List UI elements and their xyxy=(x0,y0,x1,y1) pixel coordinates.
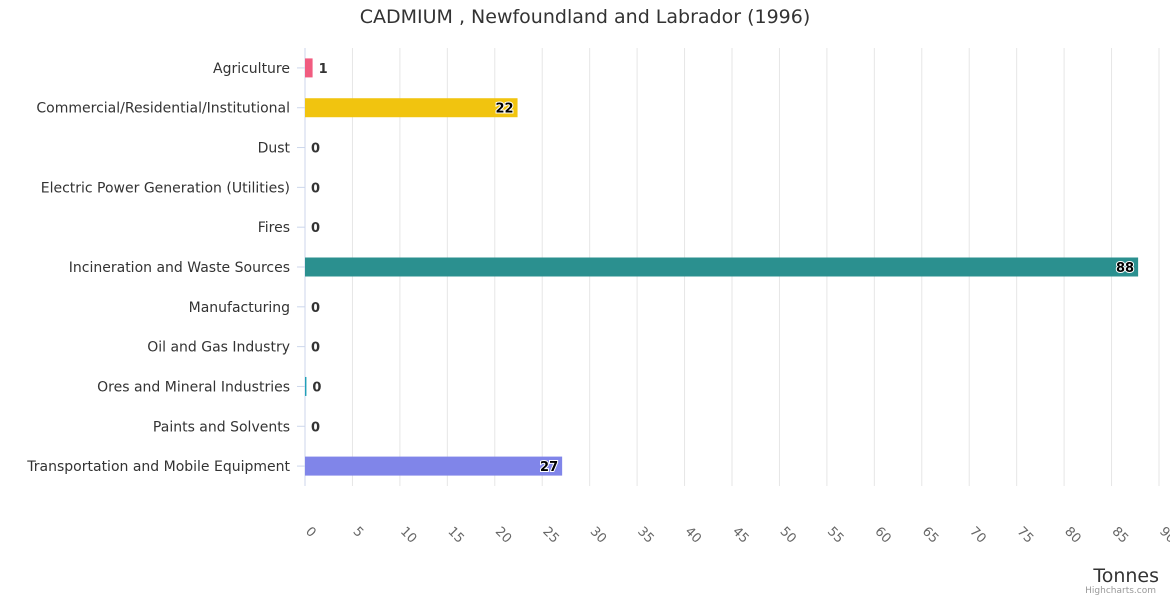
category-label: Transportation and Mobile Equipment xyxy=(26,459,290,475)
category-label: Dust xyxy=(258,141,291,157)
x-tick-label: 75 xyxy=(1014,524,1036,546)
x-tick-label: 80 xyxy=(1061,524,1083,546)
x-tick-label: 15 xyxy=(445,524,467,546)
x-tick-label: 35 xyxy=(634,524,656,546)
x-tick-label: 60 xyxy=(872,524,894,546)
data-label: 0 xyxy=(311,420,320,435)
category-label: Manufacturing xyxy=(189,300,290,316)
x-tick-label: 90 xyxy=(1156,524,1170,546)
data-label: 1 xyxy=(319,62,328,77)
data-label: 22 xyxy=(495,102,513,117)
category-label: Ores and Mineral Industries xyxy=(97,379,290,395)
x-tick-label: 55 xyxy=(824,524,846,546)
category-label: Oil and Gas Industry xyxy=(147,340,290,356)
data-label: 0 xyxy=(311,221,320,236)
category-label: Fires xyxy=(258,220,290,236)
bar xyxy=(305,58,313,78)
x-tick-label: 70 xyxy=(966,524,988,546)
data-label: 0 xyxy=(311,181,320,196)
data-label: 88 xyxy=(1116,261,1134,276)
data-label: 0 xyxy=(312,380,321,395)
x-tick-label: 5 xyxy=(350,524,366,540)
bar xyxy=(305,456,563,476)
x-tick-label: 45 xyxy=(729,524,751,546)
x-tick-label: 25 xyxy=(539,524,561,546)
bar xyxy=(305,257,1139,277)
data-label: 0 xyxy=(311,142,320,157)
category-label: Commercial/Residential/Institutional xyxy=(36,101,290,117)
data-label: 0 xyxy=(311,341,320,356)
x-tick-label: 0 xyxy=(302,524,318,540)
bar xyxy=(305,376,307,396)
credits-link[interactable]: Highcharts.com xyxy=(1085,586,1156,596)
x-tick-label: 20 xyxy=(492,524,514,546)
category-label: Agriculture xyxy=(213,61,290,77)
category-label: Paints and Solvents xyxy=(153,419,290,435)
x-tick-label: 40 xyxy=(682,524,704,546)
data-label: 0 xyxy=(311,301,320,316)
x-tick-label: 65 xyxy=(919,524,941,546)
bar xyxy=(305,98,518,118)
category-label: Electric Power Generation (Utilities) xyxy=(41,180,290,196)
category-label: Incineration and Waste Sources xyxy=(69,260,290,276)
x-tick-label: 50 xyxy=(777,524,799,546)
x-tick-label: 10 xyxy=(397,524,419,546)
x-tick-label: 85 xyxy=(1109,524,1131,546)
data-label: 27 xyxy=(540,460,558,475)
chart-title: CADMIUM , Newfoundland and Labrador (199… xyxy=(359,6,811,28)
value-axis-title: Tonnes xyxy=(1092,565,1159,587)
x-tick-label: 30 xyxy=(587,524,609,546)
